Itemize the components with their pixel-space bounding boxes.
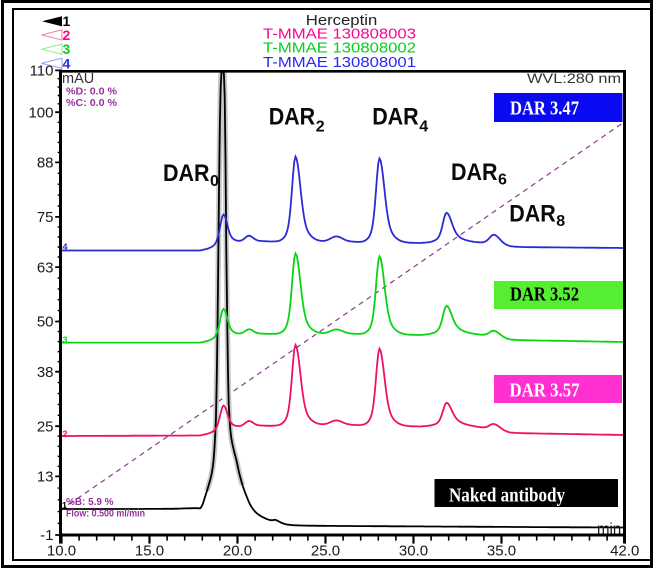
svg-text:35.0: 35.0 <box>487 542 516 559</box>
svg-text:T-MMAE 130808002: T-MMAE 130808002 <box>263 41 416 57</box>
svg-text:2: 2 <box>63 429 68 439</box>
svg-text:WVL:280 nm: WVL:280 nm <box>527 71 621 86</box>
svg-text:min: min <box>597 521 621 538</box>
svg-text:10.0: 10.0 <box>47 542 76 559</box>
svg-text:%C: 0.0 %: %C: 0.0 % <box>66 97 118 109</box>
svg-text:DAR: DAR <box>372 103 419 130</box>
svg-text:38: 38 <box>37 364 54 381</box>
svg-text:%B: 5.9 %: %B: 5.9 % <box>66 496 114 508</box>
svg-text:42.0: 42.0 <box>610 542 639 559</box>
svg-text:2: 2 <box>316 118 325 135</box>
svg-text:Herceptin: Herceptin <box>306 13 378 29</box>
svg-text:1: 1 <box>62 501 67 511</box>
svg-text:30.0: 30.0 <box>399 542 428 559</box>
svg-text:DAR 3.52: DAR 3.52 <box>510 284 579 306</box>
svg-text:mAU: mAU <box>62 71 94 87</box>
svg-text:4: 4 <box>419 118 428 135</box>
svg-text:4: 4 <box>63 242 68 252</box>
svg-text:75: 75 <box>37 209 54 226</box>
svg-text:T-MMAE 130808001: T-MMAE 130808001 <box>263 55 416 71</box>
svg-text:1: 1 <box>63 13 71 29</box>
svg-text:6: 6 <box>498 172 507 189</box>
svg-text:DAR: DAR <box>269 103 316 130</box>
svg-text:50: 50 <box>37 314 54 331</box>
svg-text:DAR: DAR <box>451 159 498 186</box>
svg-text:3: 3 <box>63 41 71 57</box>
svg-text:2: 2 <box>63 27 71 43</box>
svg-text:3: 3 <box>63 335 68 345</box>
svg-text:20.0: 20.0 <box>223 542 252 559</box>
svg-text:8: 8 <box>556 213 565 230</box>
svg-text:13: 13 <box>37 469 54 486</box>
svg-text:-1: -1 <box>40 527 53 544</box>
svg-text:T-MMAE 130808003: T-MMAE 130808003 <box>263 26 416 42</box>
svg-text:DAR: DAR <box>163 160 210 187</box>
svg-text:DAR 3.57: DAR 3.57 <box>510 380 580 402</box>
svg-text:110: 110 <box>30 63 54 80</box>
svg-text:Flow: 0.500 ml/min: Flow: 0.500 ml/min <box>66 508 145 520</box>
svg-text:DAR: DAR <box>509 201 556 228</box>
svg-text:100: 100 <box>28 104 53 121</box>
svg-text:DAR 3.47: DAR 3.47 <box>510 97 579 119</box>
svg-text:%D: 0.0 %: %D: 0.0 % <box>66 86 118 98</box>
svg-text:15.0: 15.0 <box>135 542 164 559</box>
svg-text:0: 0 <box>210 173 219 190</box>
svg-text:25.0: 25.0 <box>311 542 340 559</box>
svg-text:88: 88 <box>37 155 54 172</box>
svg-text:Naked antibody: Naked antibody <box>449 485 565 507</box>
svg-text:25: 25 <box>37 418 54 435</box>
svg-text:63: 63 <box>37 259 54 276</box>
svg-text:4: 4 <box>63 55 71 71</box>
